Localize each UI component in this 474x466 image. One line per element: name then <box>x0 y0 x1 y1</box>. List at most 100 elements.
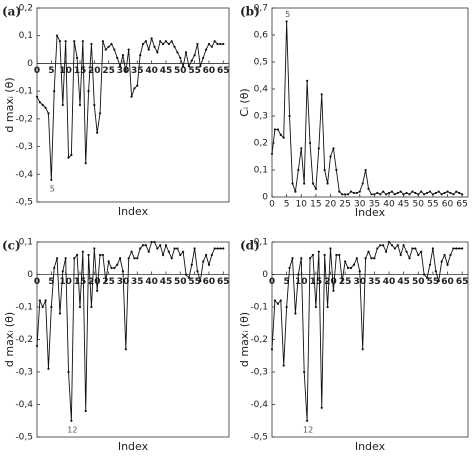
x-tick-label: 35 <box>131 66 144 76</box>
data-point <box>133 257 136 260</box>
data-point <box>443 253 446 257</box>
data-point <box>136 84 139 87</box>
data-point <box>124 348 127 351</box>
data-point <box>81 250 84 253</box>
data-point <box>449 191 452 195</box>
data-point <box>119 65 122 68</box>
data-point <box>437 190 440 193</box>
x-tick-label: 0 <box>34 66 40 76</box>
data-point <box>70 419 73 422</box>
data-point <box>452 193 455 196</box>
x-tick-label: 20 <box>325 200 337 210</box>
y-tick-label: 0,7 <box>254 4 268 14</box>
x-tick-label: 25 <box>339 277 352 287</box>
data-point <box>270 348 274 351</box>
data-point <box>78 103 82 107</box>
data-point <box>367 187 370 190</box>
data-point <box>156 247 159 250</box>
data-point <box>364 257 367 260</box>
data-point <box>414 191 417 195</box>
y-tick-label: 0,1 <box>19 238 33 248</box>
x-tick-label: 15 <box>74 66 87 76</box>
data-point <box>164 40 168 43</box>
data-point <box>179 253 182 257</box>
data-point <box>423 273 426 276</box>
data-point <box>170 40 173 43</box>
data-point <box>317 250 320 253</box>
data-point <box>273 299 277 302</box>
y-tick-label: -0,2 <box>15 114 33 124</box>
data-point <box>222 247 225 250</box>
data-point <box>402 193 405 196</box>
data-point <box>44 106 47 109</box>
y-tick-label: 0,1 <box>254 238 268 248</box>
data-point <box>147 250 150 253</box>
data-point <box>288 114 291 118</box>
x-tick-label: 55 <box>188 277 201 287</box>
data-point <box>53 266 56 270</box>
data-point <box>159 244 162 247</box>
data-point <box>382 244 385 247</box>
plot-frame <box>271 7 469 198</box>
data-point <box>297 273 300 276</box>
x-axis-title: Index <box>118 440 149 453</box>
data-point <box>352 191 356 195</box>
data-point <box>341 193 344 196</box>
data-point <box>346 193 350 196</box>
data-point <box>55 34 59 37</box>
data-point <box>417 253 420 257</box>
panel-label: (d) <box>240 239 260 253</box>
x-tick-label: 40 <box>383 277 396 287</box>
data-point <box>408 257 411 260</box>
y-tick-label: -0,3 <box>250 368 268 378</box>
data-point <box>320 406 323 409</box>
data-point <box>273 128 277 131</box>
data-point <box>458 191 461 195</box>
data-point <box>116 263 119 266</box>
data-point <box>96 131 99 134</box>
data-point <box>222 42 225 46</box>
x-tick-label: 65 <box>217 66 230 76</box>
x-axis-title: Index <box>355 206 386 219</box>
data-point <box>382 190 385 193</box>
data-point <box>207 263 211 266</box>
data-point <box>446 190 449 193</box>
y-tick-label: 0,3 <box>254 112 268 122</box>
data-point <box>153 240 156 244</box>
data-point <box>402 244 405 247</box>
data-point <box>87 90 90 93</box>
x-tick-label: 55 <box>188 66 201 76</box>
data-line <box>271 21 463 195</box>
data-point <box>326 182 329 185</box>
data-point <box>452 247 455 250</box>
x-tick-label: 0 <box>269 277 275 287</box>
data-point <box>98 112 102 115</box>
data-point <box>184 273 188 276</box>
y-tick-label: 0,2 <box>254 139 268 149</box>
data-point <box>320 93 323 96</box>
data-point <box>124 70 127 73</box>
data-point <box>173 247 176 250</box>
data-point <box>332 289 335 292</box>
data-point <box>98 253 102 257</box>
x-tick-label: 35 <box>368 277 381 287</box>
x-axis-title: Index <box>355 440 386 453</box>
data-point <box>358 190 361 193</box>
data-point <box>101 253 105 257</box>
data-point <box>411 190 414 193</box>
data-point <box>199 279 202 283</box>
data-point <box>196 42 199 46</box>
data-point <box>384 193 388 196</box>
data-line <box>36 34 224 180</box>
data-point <box>425 191 429 195</box>
x-tick-label: 45 <box>398 200 409 210</box>
data-point <box>101 40 105 43</box>
data-point <box>396 244 399 247</box>
data-point <box>276 302 279 305</box>
data-line <box>271 241 463 421</box>
data-point <box>458 247 461 250</box>
data-point <box>38 101 41 104</box>
x-tick-label: 35 <box>369 200 380 210</box>
data-point <box>113 48 116 51</box>
data-point <box>210 45 213 48</box>
